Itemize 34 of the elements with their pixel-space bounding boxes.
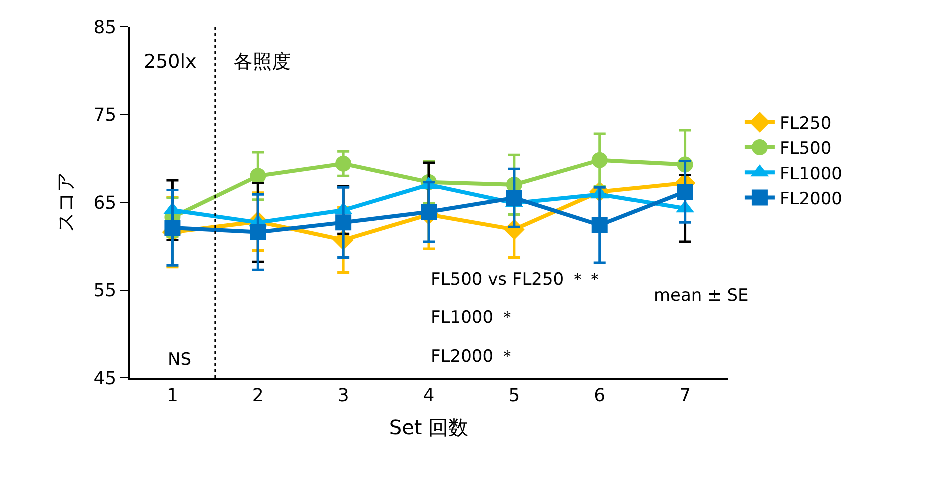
legend-label: FL250 [780,114,832,134]
x-tick-label: 7 [680,385,692,406]
point [336,214,352,231]
x-axis-title: Set 回数 [389,415,469,440]
y-tick-label: 45 [94,368,117,390]
point [421,204,437,220]
x-tick-label: 3 [338,385,350,406]
y-tick-label: 55 [94,280,117,302]
x-tick-label: 1 [166,385,178,406]
point [592,152,608,168]
point [250,224,266,240]
y-tick-label: 85 [94,17,117,38]
point [336,156,352,172]
legend-label: FL500 [780,139,832,160]
y-tick-label: 65 [94,192,117,214]
x-tick-label: 5 [508,385,520,406]
annotation: mean ± SE [654,286,749,306]
x-tick-label: 2 [252,385,264,406]
annotation: FL500 vs FL250 ＊＊ [431,270,604,290]
annotation: NS [168,350,192,370]
annotation: 各照度 [234,51,291,73]
point [506,190,522,206]
annotation: 250lx [144,51,197,73]
annotation: FL2000 ＊ [431,347,516,367]
y-axis-title: スコア [54,172,78,232]
point [164,220,181,236]
point [677,184,694,200]
legend-label: FL1000 [780,164,842,184]
legend-label: FL2000 [780,189,842,210]
annotation: FL1000 ＊ [431,308,516,328]
point [592,217,608,234]
x-tick-label: 6 [594,385,606,406]
x-tick-label: 4 [423,385,435,406]
y-tick-label: 75 [94,105,117,126]
